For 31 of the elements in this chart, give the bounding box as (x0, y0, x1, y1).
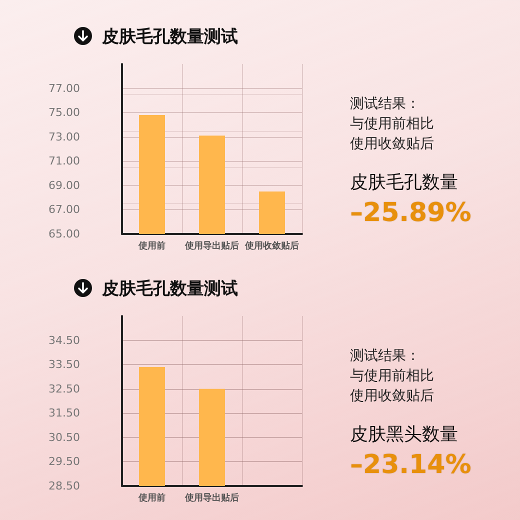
y-tick-label: 28.50 (48, 480, 80, 492)
text: 与使用前相比 (350, 115, 435, 134)
chart-title: 皮肤毛孔数量测试 (102, 26, 238, 48)
x-tick-label: 使用前 (138, 492, 166, 504)
text: 使用收敛贴后 (350, 387, 435, 406)
text: 皮肤黑头数量 (350, 423, 459, 447)
x-tick-label: 使用收敛贴后 (244, 240, 299, 252)
chart-title: 皮肤毛孔数量测试 (102, 278, 238, 300)
y-tick-label: 33.50 (48, 358, 80, 372)
text: –23.14% (350, 449, 472, 482)
y-tick-label: 34.50 (48, 334, 80, 347)
y-tick-label: 77.00 (48, 82, 80, 95)
text: 与使用前相比 (350, 367, 435, 386)
x-tick-label: 使用导出贴后 (184, 240, 239, 252)
text: 测试结果： (350, 347, 421, 366)
x-tick-label: 使用导出贴后 (184, 492, 239, 504)
y-tick-label: 31.50 (48, 406, 80, 420)
y-tick-label: 75.00 (48, 106, 80, 120)
y-tick-label: 30.50 (48, 430, 80, 444)
text: 使用收敛贴后 (350, 135, 435, 154)
y-tick-label: 67.00 (48, 203, 80, 216)
text: 测试结果： (350, 95, 421, 114)
y-tick-label: 73.00 (48, 130, 80, 144)
y-tick-label: 65.00 (48, 228, 80, 240)
y-tick-label: 29.50 (48, 455, 80, 468)
text: 皮肤毛孔数量 (350, 171, 459, 195)
y-tick-label: 32.50 (48, 382, 80, 396)
x-tick-label: 使用前 (138, 240, 166, 252)
y-tick-label: 71.00 (48, 154, 80, 168)
y-tick-label: 69.00 (48, 178, 80, 192)
text: –25.89% (350, 197, 472, 230)
